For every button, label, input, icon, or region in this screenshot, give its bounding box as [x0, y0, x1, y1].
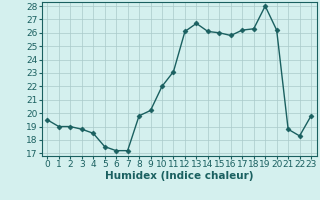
X-axis label: Humidex (Indice chaleur): Humidex (Indice chaleur)	[105, 171, 253, 181]
